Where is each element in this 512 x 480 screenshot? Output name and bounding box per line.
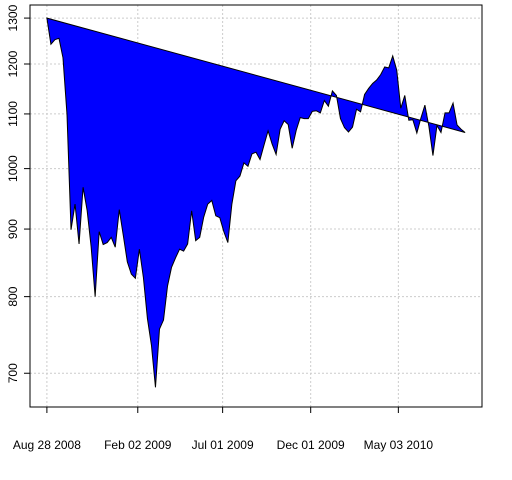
area [46, 17, 466, 388]
y-tick-label: 1200 [6, 50, 20, 77]
plot-frame [29, 4, 483, 408]
y-tick-label: 1300 [6, 4, 20, 31]
y-tick-label: 900 [6, 219, 20, 239]
x-tick-label: Feb 02 2009 [104, 438, 172, 452]
y-tick-label: 800 [6, 286, 20, 306]
x-tick-label: Jul 01 2009 [192, 438, 254, 452]
x-tick-label: Aug 28 2008 [13, 438, 81, 452]
y-tick-label: 1100 [6, 101, 20, 127]
x-tick-label: Dec 01 2009 [277, 438, 345, 452]
x-tick-label: May 03 2010 [364, 438, 434, 452]
y-tick-label: 1000 [6, 155, 20, 182]
y-tick-label: 700 [6, 363, 20, 383]
